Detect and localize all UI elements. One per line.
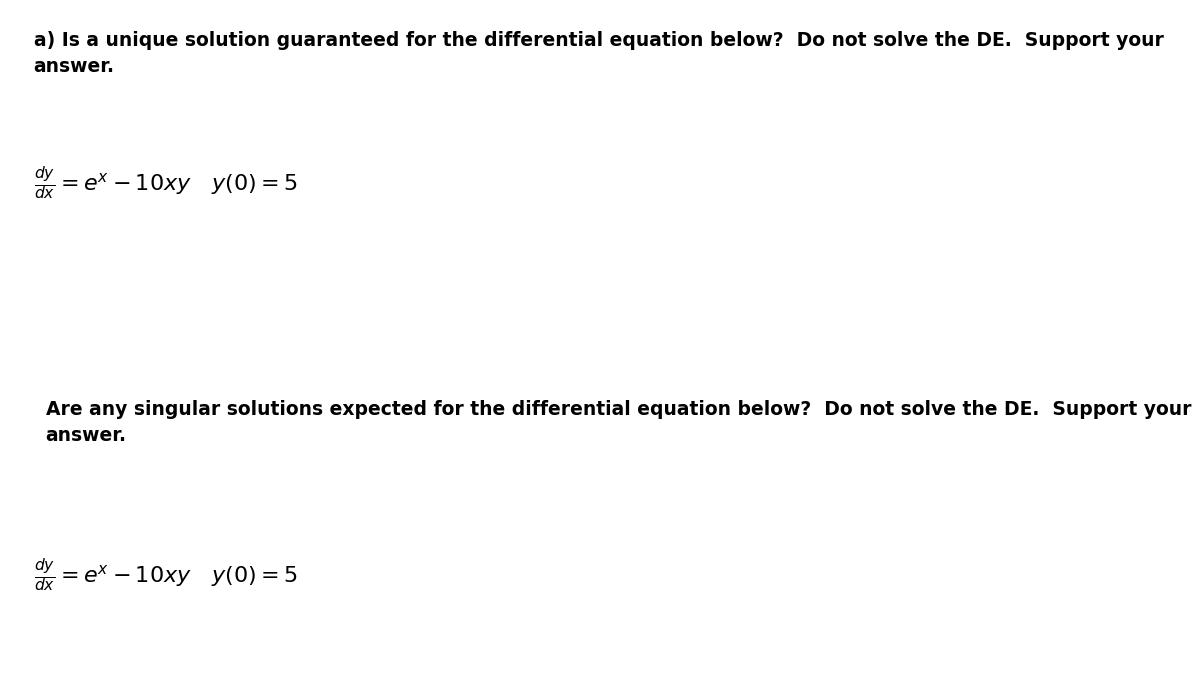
Text: Are any singular solutions expected for the differential equation below?  Do not: Are any singular solutions expected for … <box>46 400 1192 445</box>
Text: $\frac{dy}{dx} = e^x - 10xy \quad y(0) = 5$: $\frac{dy}{dx} = e^x - 10xy \quad y(0) =… <box>34 557 298 594</box>
Text: a) Is a unique solution guaranteed for the differential equation below?  Do not : a) Is a unique solution guaranteed for t… <box>34 31 1164 76</box>
Text: $\frac{dy}{dx} = e^x - 10xy \quad y(0) = 5$: $\frac{dy}{dx} = e^x - 10xy \quad y(0) =… <box>34 164 298 201</box>
